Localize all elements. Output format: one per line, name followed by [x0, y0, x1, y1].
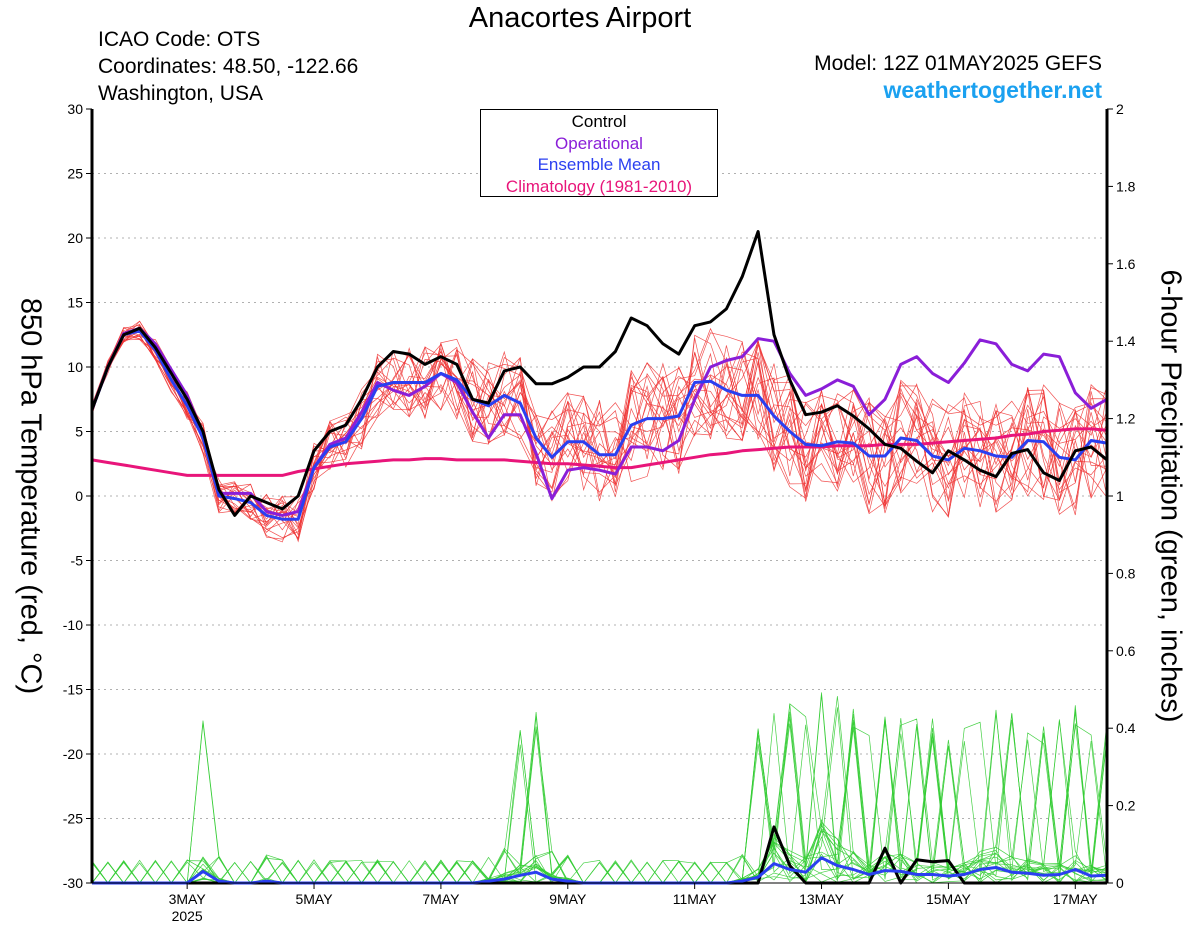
temp-member-line	[91, 324, 1108, 529]
x-tick-label: 3MAY	[169, 891, 207, 907]
x-tick-label: 9MAY	[549, 891, 587, 907]
precip-members	[91, 692, 1108, 884]
y-tick-label-left: -5	[71, 553, 84, 569]
axes	[86, 108, 1113, 889]
temp-line-climatology-1981-2010-	[91, 427, 1108, 477]
precip-member-line	[92, 726, 1108, 884]
precip-member-line	[92, 713, 1108, 884]
y-tick-label-left: 20	[67, 230, 83, 246]
y-tick-label-left: -30	[63, 875, 83, 891]
tick-labels: 302520151050-5-10-15-20-25-3021.81.61.41…	[63, 101, 1136, 924]
legend: Control Operational Ensemble Mean Climat…	[480, 109, 718, 197]
y-tick-label-left: 25	[67, 166, 83, 182]
y-axis-right-label: 6-hour Precipitation (green, inches)	[1154, 269, 1187, 723]
gridlines	[92, 173, 1107, 819]
temp-member-line	[91, 327, 1108, 522]
y-tick-label-left: -10	[63, 617, 83, 633]
precip-member-line	[92, 729, 1108, 884]
x-tick-label: 11MAY	[673, 891, 717, 907]
temp-member-line	[91, 328, 1108, 530]
legend-item-ensemble-mean: Ensemble Mean	[537, 155, 661, 174]
temp-line-operational	[90, 326, 1109, 517]
y-tick-label-right: 0.8	[1116, 565, 1136, 581]
temp-member-line	[91, 324, 1108, 543]
temp-member-line	[91, 326, 1108, 539]
y-tick-label-left: 10	[67, 359, 83, 375]
temp-member-line	[91, 323, 1108, 520]
x-tick-label: 13MAY	[799, 891, 845, 907]
x-tick-sublabel: 2025	[172, 908, 203, 924]
region: Washington, USA	[98, 82, 263, 105]
precip-member-line	[91, 719, 1108, 884]
legend-item-climatology: Climatology (1981-2010)	[505, 176, 693, 196]
temp-line-ensemble-mean	[90, 329, 1109, 521]
temp-member-line	[91, 327, 1108, 527]
temp-member-line	[91, 329, 1108, 538]
y-tick-label-right: 1.8	[1116, 178, 1136, 194]
temp-line-control	[90, 230, 1108, 517]
y-tick-label-right: 1	[1116, 488, 1124, 504]
y-tick-label-right: 1.4	[1116, 333, 1136, 349]
precip-member-line	[91, 718, 1108, 884]
series-lines	[90, 230, 1109, 885]
temp-members	[91, 320, 1108, 543]
x-tick-label: 15MAY	[926, 891, 972, 907]
coordinates: Coordinates: 48.50, -122.66	[98, 55, 359, 78]
site-link[interactable]: weathertogether.net	[883, 77, 1102, 103]
model-run: Model: 12Z 01MAY2025 GEFS	[814, 52, 1102, 75]
y-tick-label-right: 0.6	[1116, 643, 1136, 659]
legend-item-control: Control	[571, 112, 627, 131]
y-axis-left-label: 850 hPa Temperature (red, °C)	[14, 297, 47, 695]
x-tick-label: 7MAY	[422, 891, 460, 907]
y-tick-label-left: 30	[67, 101, 83, 117]
y-tick-label-right: 2	[1116, 101, 1124, 117]
icao-code: ICAO Code: OTS	[98, 28, 261, 51]
temp-member-line	[91, 331, 1108, 526]
x-tick-label: 17MAY	[1053, 891, 1099, 907]
y-tick-label-right: 0	[1116, 875, 1124, 891]
y-tick-label-left: -25	[63, 811, 83, 827]
x-tick-label: 5MAY	[295, 891, 333, 907]
y-tick-label-left: 5	[75, 424, 83, 440]
y-tick-label-left: 15	[67, 295, 83, 311]
y-tick-label-left: -20	[63, 746, 83, 762]
chart-title: Anacortes Airport	[468, 2, 692, 34]
y-tick-label-left: 0	[75, 488, 83, 504]
y-tick-label-right: 0.2	[1116, 798, 1136, 814]
y-tick-label-right: 1.6	[1116, 256, 1136, 272]
y-tick-label-right: 0.4	[1116, 720, 1136, 736]
precip-member-line	[91, 722, 1108, 884]
y-tick-label-left: -15	[63, 682, 83, 698]
y-tick-label-right: 1.2	[1116, 411, 1136, 427]
legend-item-operational: Operational	[555, 133, 643, 153]
